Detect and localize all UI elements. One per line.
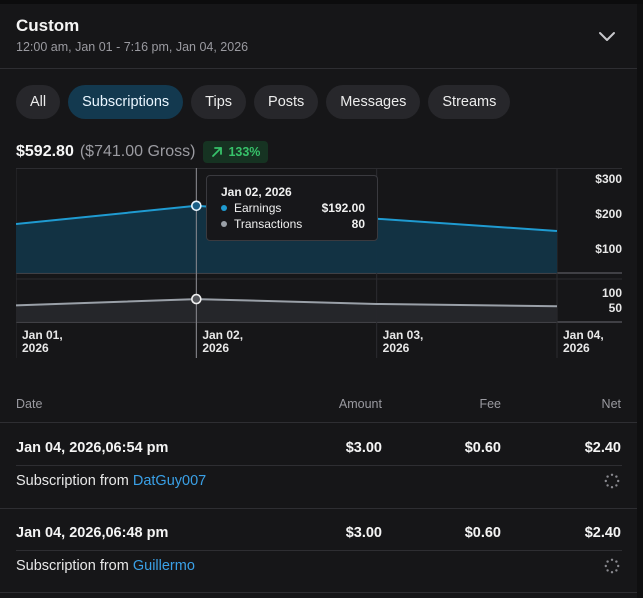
category-tabs: All Subscriptions Tips Posts Messages St… [16,85,518,119]
tooltip-transactions-value: 80 [351,217,365,231]
tooltip-earnings-value: $192.00 [321,201,365,215]
window-top-edge [0,0,643,4]
x-tick-label: Jan 03, 2026 [382,328,424,355]
earnings-dot-icon [221,205,227,211]
range-title: Custom [16,16,80,35]
row-net: $2.40 [584,440,621,456]
subscriber-link[interactable]: Guillermo [132,558,195,574]
change-badge: 133% [203,141,269,163]
row-fee: $0.60 [464,440,501,456]
scrollbar[interactable] [637,4,643,598]
tooltip-earnings-label: Earnings [234,201,282,215]
column-header-amount: Amount [338,397,382,411]
table-divider [0,592,637,593]
column-header-date: Date [16,397,43,411]
table-divider [0,422,637,423]
tooltip-transactions-label: Transactions [234,217,303,231]
table-divider [0,508,637,509]
tooltip-date: Jan 02, 2026 [221,185,292,199]
row-divider [16,465,622,466]
loading-spinner-icon [604,473,620,489]
earnings-chart[interactable]: $300 $200 $100 100 50 Jan 01, 2026 Jan 02, 2026 J… [16,168,622,358]
y-tick-label: 50 [608,300,622,315]
range-subtitle: 12:00 am, Jan 01 - 7:16 pm, Jan 04, 2026 [16,40,249,54]
date-range-header[interactable]: Custom 12:00 am, Jan 01 - 7:16 pm, Jan 0… [0,4,637,69]
x-tick-label: Jan 01, 2026 [22,328,63,355]
tooltip-earnings-row: Earnings $192.00 [221,201,365,215]
column-header-fee: Fee [479,397,501,411]
row-amount: $3.00 [345,440,382,456]
y-tick-label: $200 [595,207,622,221]
row-description-prefix: Subscription from [16,473,129,489]
tooltip-transactions-row: Transactions 80 [221,217,365,231]
row-date: Jan 04, 2026,06:48 pm [16,525,169,541]
tab-streams[interactable]: Streams [428,85,511,119]
row-description: Subscription from DatGuy007 [16,473,206,489]
change-percent: 133% [228,145,261,159]
net-total: $592.80 [16,143,74,160]
tab-messages[interactable]: Messages [326,85,421,119]
row-description: Subscription from Guillermo [16,558,195,574]
x-tick-label: Jan 02, 2026 [202,328,244,355]
loading-spinner-icon [604,558,620,574]
trend-up-icon [212,147,223,157]
gross-total: ($741.00 Gross) [79,143,196,160]
transactions-line [16,298,558,308]
y-tick-label: $300 [595,172,622,186]
y-tick-label: $100 [595,242,622,256]
tab-tips[interactable]: Tips [191,85,247,119]
tab-posts[interactable]: Posts [254,85,319,119]
transactions-point [191,293,202,305]
earnings-summary: $592.80 ($741.00 Gross) 133% [16,141,269,163]
row-date: Jan 04, 2026,06:54 pm [16,440,169,456]
y-tick-label: 100 [601,286,622,301]
earnings-point [191,200,202,212]
chart-tooltip: Jan 02, 2026 Earnings $192.00 Transactio… [206,175,378,241]
row-description-prefix: Subscription from [16,558,129,574]
row-fee: $0.60 [464,525,501,541]
subscriber-link[interactable]: DatGuy007 [132,473,207,489]
x-tick-label: Jan 04, 2026 [563,328,604,355]
column-header-net: Net [601,397,621,411]
row-net: $2.40 [584,525,621,541]
chevron-down-icon[interactable] [596,28,618,46]
transactions-dot-icon [221,221,227,227]
tab-subscriptions[interactable]: Subscriptions [68,85,184,119]
tab-all[interactable]: All [16,85,61,119]
row-divider [16,550,622,551]
row-amount: $3.00 [345,525,382,541]
